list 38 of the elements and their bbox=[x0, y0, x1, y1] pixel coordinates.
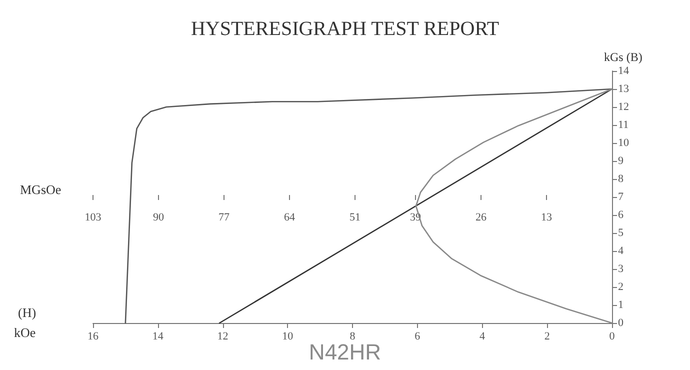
x2-tick-label: 51 bbox=[350, 212, 361, 224]
x-tick-label: 4 bbox=[480, 330, 486, 342]
line-series bbox=[124, 88, 613, 324]
y-tick-label: 0 bbox=[618, 317, 624, 329]
chart-title: HYSTERESIGRAPH TEST REPORT bbox=[190, 18, 500, 40]
x2-tick-label: 90 bbox=[153, 212, 165, 224]
y-tick-label: 4 bbox=[618, 245, 624, 257]
x-tick-label: 8 bbox=[350, 330, 356, 342]
x2-tick-label: 13 bbox=[540, 212, 552, 224]
y-tick-label: 3 bbox=[618, 263, 624, 275]
y-tick-label: 14 bbox=[618, 65, 630, 77]
y-tick-label: 1 bbox=[618, 299, 624, 311]
y-tick-label: 6 bbox=[618, 209, 624, 221]
y-tick-label: 11 bbox=[618, 119, 629, 131]
y-tick-label: 2 bbox=[618, 281, 624, 293]
y-tick-label: 5 bbox=[618, 227, 624, 239]
text: (H) bbox=[18, 305, 36, 320]
y-tick-label: 10 bbox=[618, 137, 630, 149]
y-tick-label: 12 bbox=[618, 101, 629, 113]
x2-tick-label: 77 bbox=[218, 212, 230, 224]
text: N42HR bbox=[308, 340, 382, 364]
x2-tick-label: 26 bbox=[475, 212, 487, 224]
x-tick-label: 12 bbox=[217, 330, 228, 342]
x-tick-label: 0 bbox=[609, 330, 616, 342]
x-tick-label: 6 bbox=[414, 330, 421, 342]
x-axis-title: kOe bbox=[14, 325, 36, 340]
y-tick-label: 8 bbox=[618, 173, 624, 185]
y-tick-label: 9 bbox=[618, 155, 624, 167]
y-tick-label: 13 bbox=[618, 83, 630, 95]
x-tick-label: 10 bbox=[282, 330, 294, 342]
x-tick-label: 14 bbox=[152, 330, 164, 342]
x2-axis-title: MGsOe bbox=[20, 182, 62, 197]
x-tick-label: 16 bbox=[88, 330, 99, 342]
y-tick-label: 7 bbox=[618, 191, 624, 203]
y-axis-title: kGs (B) bbox=[604, 50, 642, 64]
x-tick-label: 2 bbox=[544, 330, 550, 342]
x2-tick-label: 64 bbox=[284, 212, 296, 224]
x2-tick-label: 103 bbox=[84, 212, 102, 224]
